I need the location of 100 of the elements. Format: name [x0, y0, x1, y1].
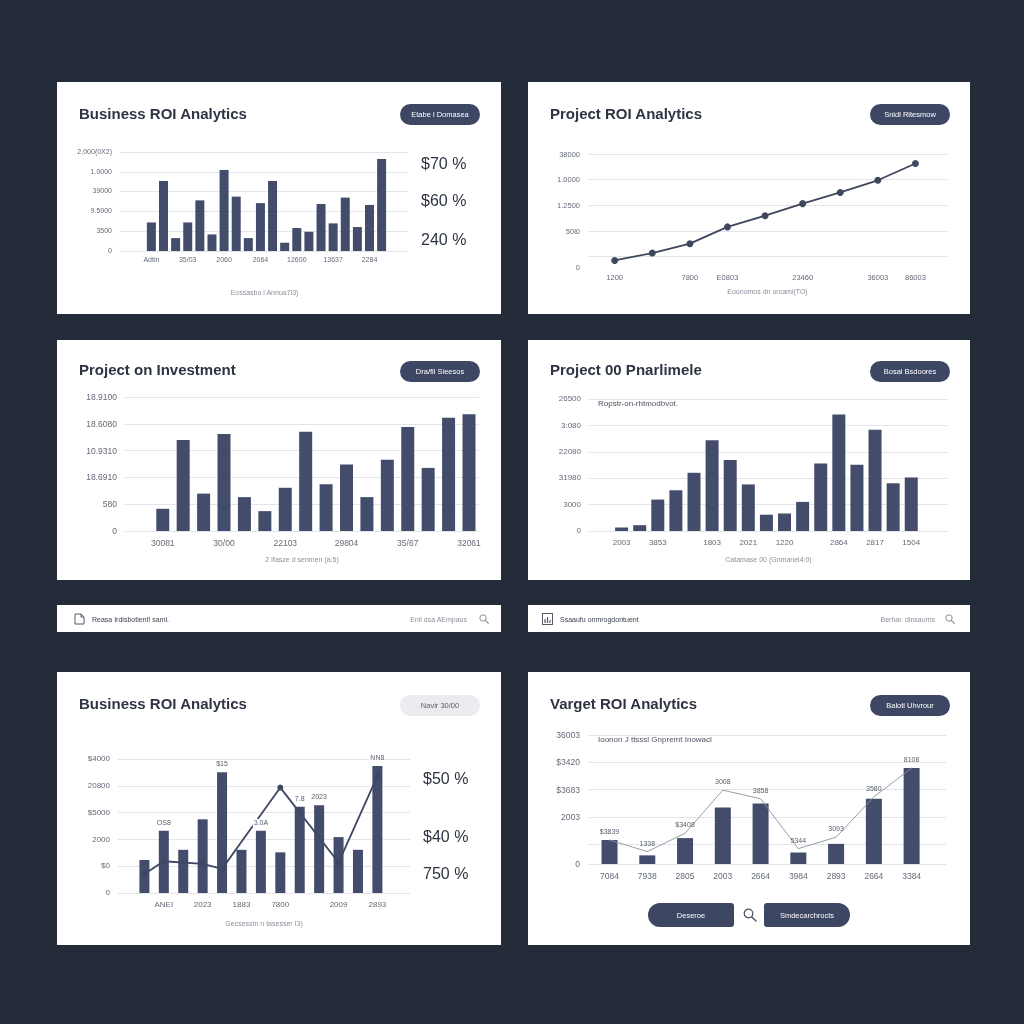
bar [207, 234, 217, 251]
text: $70 % [421, 155, 467, 173]
x-tick-label: 29804 [334, 537, 359, 548]
point [723, 223, 731, 231]
bar [280, 242, 290, 251]
text: $50 % [423, 770, 469, 788]
bar [651, 499, 665, 531]
x-tick-label: 7800 [271, 899, 290, 909]
x-tick-label: 2864 [829, 537, 849, 547]
text: 3000 [563, 499, 581, 510]
x-tick-label: 2893 [368, 899, 387, 909]
point [648, 249, 656, 257]
bar [328, 223, 338, 251]
bar [146, 222, 156, 251]
bar [255, 830, 266, 893]
bar [278, 487, 292, 531]
x-tick-label: 2817 [866, 537, 885, 547]
bar [687, 472, 701, 531]
point [199, 860, 206, 867]
point [611, 256, 619, 264]
bar [677, 838, 694, 864]
bar [304, 231, 314, 251]
bar [316, 204, 326, 251]
x-tick-label: 30081 [150, 537, 175, 548]
bar [340, 464, 354, 531]
x-tick-label: 2023 [193, 899, 213, 909]
x-tick-label: 3853 [648, 537, 668, 547]
point [219, 865, 226, 872]
bar [832, 414, 846, 531]
x-tick-label: 7938 [637, 870, 658, 881]
bar [814, 463, 828, 531]
point [799, 200, 807, 208]
text: 31980 [558, 473, 581, 483]
x-tick-label: 2021 [739, 537, 758, 547]
x-tick-label: 1504 [902, 537, 921, 547]
text: 18.6910 [86, 472, 117, 483]
text: 22080 [558, 447, 581, 457]
point [160, 858, 167, 865]
text: 0 [105, 888, 110, 898]
bar [741, 484, 755, 531]
x-tick-label: 3384 [902, 870, 922, 881]
x-tick-label: 3984 [788, 870, 809, 881]
bar [352, 227, 362, 251]
bar [442, 417, 456, 531]
bar [865, 798, 882, 864]
text: 3:080 [560, 420, 581, 431]
bar [904, 477, 918, 531]
text: 2003 [561, 811, 580, 823]
bar [886, 483, 900, 531]
bar [195, 200, 205, 251]
bar [231, 196, 241, 251]
bar [237, 497, 251, 531]
bar [705, 440, 719, 531]
bar [752, 803, 769, 864]
bar [377, 158, 387, 251]
bar [796, 501, 810, 531]
bar [714, 807, 731, 864]
bar [462, 414, 476, 531]
bar [292, 227, 302, 251]
chart-title: Business ROI Analytics [79, 695, 247, 712]
bar [778, 513, 792, 531]
text: $5000 [87, 807, 110, 818]
point [686, 240, 694, 248]
bar [633, 525, 647, 531]
x-tick-label: 35/67 [397, 537, 419, 548]
text: 0 [575, 858, 580, 870]
text: 580 [102, 499, 117, 510]
bar [365, 204, 374, 251]
bar [243, 238, 253, 251]
bar [255, 203, 265, 251]
x-tick-label: 1803 [703, 537, 722, 547]
x-tick-label: 1220 [775, 537, 794, 547]
bar [380, 459, 394, 531]
bar [421, 467, 435, 531]
x-tick-label: 7084 [600, 870, 620, 881]
x-tick-label: 2805 [675, 870, 695, 881]
bar [352, 849, 363, 893]
text: 36003 [556, 729, 580, 741]
bar [171, 238, 181, 251]
text: $60 % [421, 192, 467, 210]
bar [669, 490, 683, 531]
text: 2000 [92, 834, 110, 845]
bar [850, 464, 864, 531]
point [836, 188, 844, 196]
bar [828, 843, 845, 864]
text: 750 % [423, 865, 469, 883]
chart-title: Business ROI Analytics [79, 105, 247, 122]
text: 240 % [421, 231, 467, 249]
point [374, 773, 381, 780]
bar [903, 768, 920, 864]
x-tick-label: 2893 [826, 870, 846, 881]
bar [183, 222, 193, 251]
chart-title: Varget ROI Analytics [550, 695, 697, 712]
bar [258, 511, 272, 531]
bar [790, 852, 807, 864]
bar [360, 497, 374, 531]
x-tick-label: 32061 [457, 537, 482, 548]
text: 20800 [87, 781, 110, 791]
x-tick-label: 2664 [751, 870, 771, 881]
x-tick-label: 2009 [329, 899, 348, 909]
